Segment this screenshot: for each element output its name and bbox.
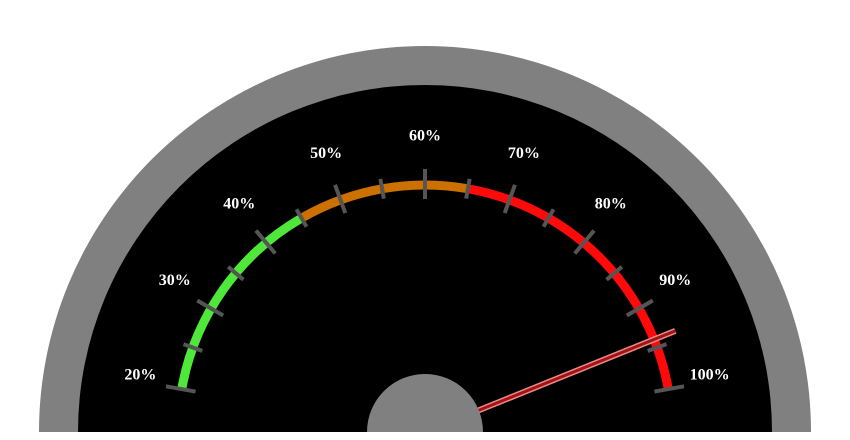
- major-tick: [196, 298, 225, 318]
- major-tick: [333, 184, 348, 214]
- minor-tick: [464, 178, 472, 199]
- needle-hub: [367, 374, 483, 432]
- minor-tick: [226, 265, 245, 282]
- tick-label: 20%: [124, 366, 156, 383]
- minor-tick: [605, 265, 624, 282]
- tick-label: 30%: [159, 272, 191, 289]
- minor-tick: [294, 208, 309, 228]
- major-tick: [625, 298, 654, 318]
- tick-label: 80%: [595, 195, 627, 212]
- tick-label: 90%: [659, 272, 691, 289]
- major-tick: [573, 229, 596, 255]
- major-tick: [502, 184, 517, 214]
- major-tick: [165, 384, 196, 394]
- minor-tick: [541, 208, 556, 228]
- tick-label: 40%: [223, 195, 255, 212]
- minor-tick: [182, 342, 203, 353]
- major-tick: [654, 384, 685, 394]
- tick-label: 100%: [690, 366, 730, 383]
- tick-label: 70%: [508, 145, 540, 162]
- minor-tick: [378, 178, 386, 199]
- tick-label: 50%: [310, 145, 342, 162]
- major-tick: [254, 229, 277, 255]
- minor-tick: [647, 342, 668, 353]
- tick-label: 60%: [409, 128, 441, 145]
- gauge-band: [177, 214, 304, 390]
- gauge-face: [78, 85, 772, 432]
